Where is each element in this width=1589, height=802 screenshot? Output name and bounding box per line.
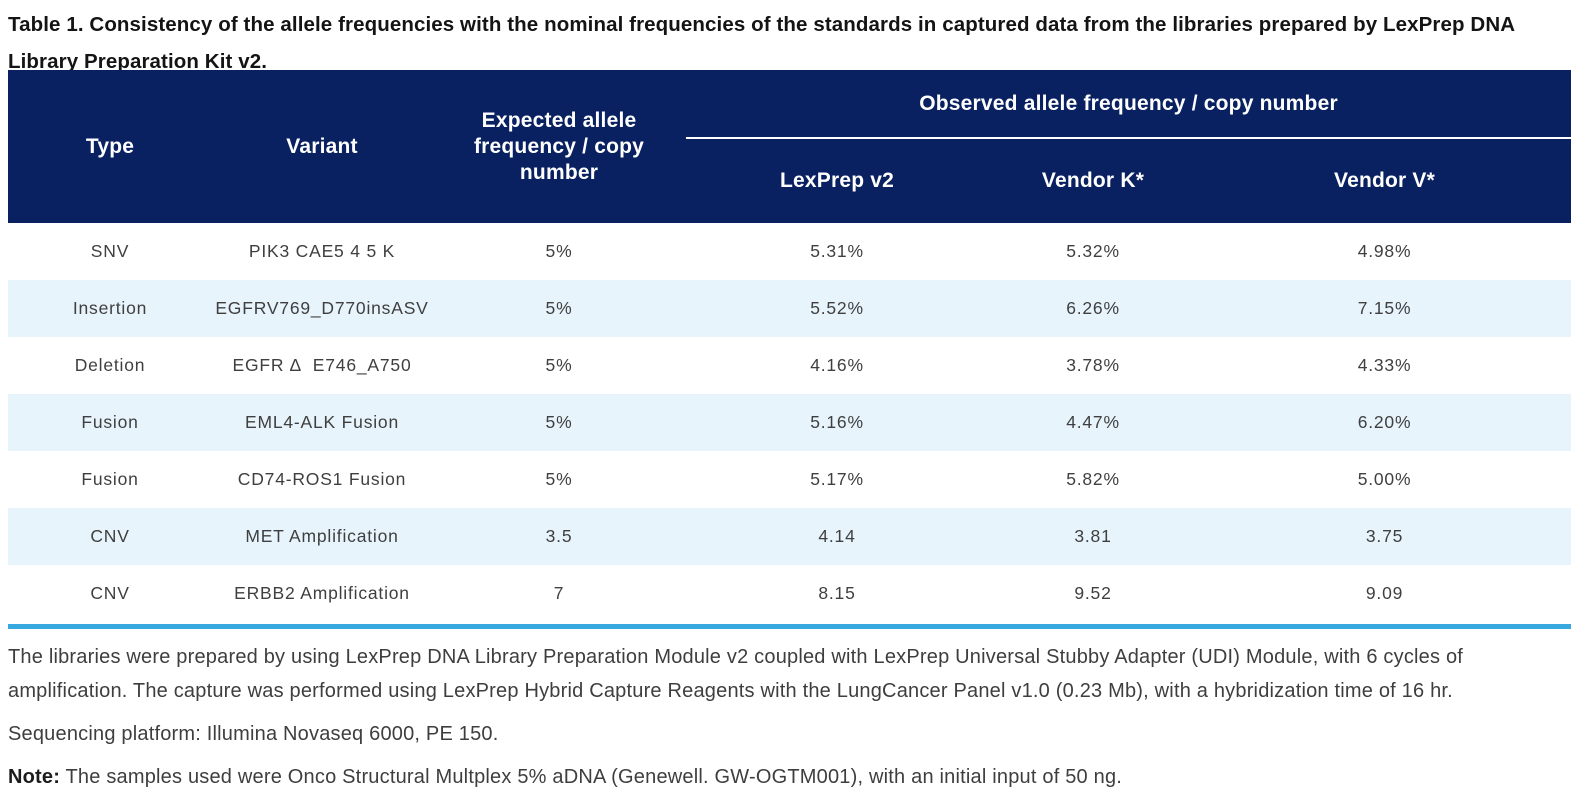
cell-vendor-v: 3.75 [1365, 526, 1404, 546]
cell-vendor-k: 5.82% [1066, 469, 1120, 489]
cell-expected: 3.5 [545, 526, 573, 546]
cell-vendor-k: 3.81 [1074, 526, 1112, 546]
footnote-note: Note: The samples used were Onco Structu… [8, 760, 1575, 794]
note-text: The samples used were Onco Structural Mu… [60, 766, 1123, 788]
cell-lexprep: 8.15 [818, 583, 856, 603]
table-header: Type Variant Expected allele frequency /… [8, 70, 1572, 223]
table-row: Fusion EML4-ALK Fusion 5% 5.16% 4.47% 6.… [8, 394, 1572, 451]
cell-lexprep: 4.14 [818, 526, 856, 546]
cell-type: CNV [90, 526, 130, 546]
footnote-library-prep: The libraries were prepared by using Lex… [8, 646, 1464, 702]
cell-variant: EML4-ALK Fusion [244, 412, 399, 432]
cell-vendor-v: 4.98% [1357, 241, 1412, 261]
cell-type: Deletion [74, 355, 146, 375]
cell-variant: ERBB2 Amplification [234, 583, 410, 603]
cell-variant: EGFR ∆ E746_A750 [232, 355, 412, 375]
column-group-observed: Observed allele frequency / copy number [686, 70, 1572, 139]
cell-type: Insertion [72, 298, 148, 318]
cell-expected: 5% [545, 469, 573, 489]
cell-vendor-v: 7.15% [1357, 298, 1412, 318]
cell-variant: MET Amplification [245, 526, 399, 546]
cell-type: CNV [90, 583, 130, 603]
cell-vendor-k: 5.32% [1066, 241, 1120, 261]
cell-type: Fusion [81, 412, 139, 432]
footnote-sequencing-platform: Sequencing platform: Illumina Novaseq 60… [8, 723, 499, 745]
cell-vendor-k: 4.47% [1066, 412, 1120, 432]
cell-vendor-k: 9.52 [1074, 583, 1112, 603]
cell-vendor-k: 3.78% [1066, 355, 1120, 375]
cell-vendor-v: 5.00% [1357, 469, 1412, 489]
cell-lexprep: 5.17% [810, 469, 864, 489]
footnotes: The libraries were prepared by using Lex… [0, 629, 1585, 794]
cell-lexprep: 5.31% [810, 241, 864, 261]
table-title: Table 1. Consistency of the allele frequ… [8, 13, 1515, 70]
column-header-vendor-v: Vendor V* [1198, 138, 1572, 223]
column-header-expected: Expected allele frequency / copy number [432, 70, 686, 223]
header-sub-row: LexPrep v2 Vendor K* Vendor V* [8, 138, 1572, 223]
table-body: SNV PIK3 CAE5 4 5 K 5% 5.31% 5.32% 4.98%… [8, 223, 1572, 622]
column-header-type: Type [8, 70, 212, 223]
cell-vendor-k: 6.26% [1066, 298, 1120, 318]
table-row: Fusion CD74-ROS1 Fusion 5% 5.17% 5.82% 5… [8, 451, 1572, 508]
cell-expected: 7 [553, 583, 565, 603]
table-row: Insertion EGFRV769_D770insASV 5% 5.52% 6… [8, 280, 1572, 337]
header-group-row: Type Variant Expected allele frequency /… [8, 70, 1572, 223]
cell-type: SNV [90, 241, 130, 261]
note-label: Note: [8, 766, 61, 788]
cell-expected: 5% [545, 412, 573, 432]
cell-vendor-v: 6.20% [1357, 412, 1412, 432]
cell-vendor-v: 9.09 [1365, 583, 1404, 603]
column-header-lexprep-v2: LexPrep v2 [686, 138, 988, 223]
column-header-variant: Variant [212, 70, 432, 223]
table-row: CNV MET Amplification 3.5 4.14 3.81 3.75 [8, 508, 1572, 565]
cell-variant: CD74-ROS1 Fusion [237, 469, 407, 489]
cell-lexprep: 4.16% [810, 355, 864, 375]
cell-expected: 5% [545, 241, 573, 261]
cell-expected: 5% [545, 298, 573, 318]
cell-variant: EGFRV769_D770insASV [215, 298, 429, 318]
cell-expected: 5% [545, 355, 573, 375]
allele-frequency-table: Type Variant Expected allele frequency /… [8, 70, 1572, 622]
table-row: CNV ERBB2 Amplification 7 8.15 9.52 9.09 [8, 565, 1572, 622]
cell-vendor-v: 4.33% [1357, 355, 1412, 375]
column-header-vendor-k: Vendor K* [988, 138, 1198, 223]
cell-type: Fusion [81, 469, 139, 489]
table-row: Deletion EGFR ∆ E746_A750 5% 4.16% 3.78%… [8, 337, 1572, 394]
cell-lexprep: 5.52% [810, 298, 864, 318]
table-bottom-accent-line [8, 624, 1571, 629]
cell-variant: PIK3 CAE5 4 5 K [248, 241, 396, 261]
cell-lexprep: 5.16% [810, 412, 864, 432]
table-row: SNV PIK3 CAE5 4 5 K 5% 5.31% 5.32% 4.98% [8, 223, 1572, 280]
